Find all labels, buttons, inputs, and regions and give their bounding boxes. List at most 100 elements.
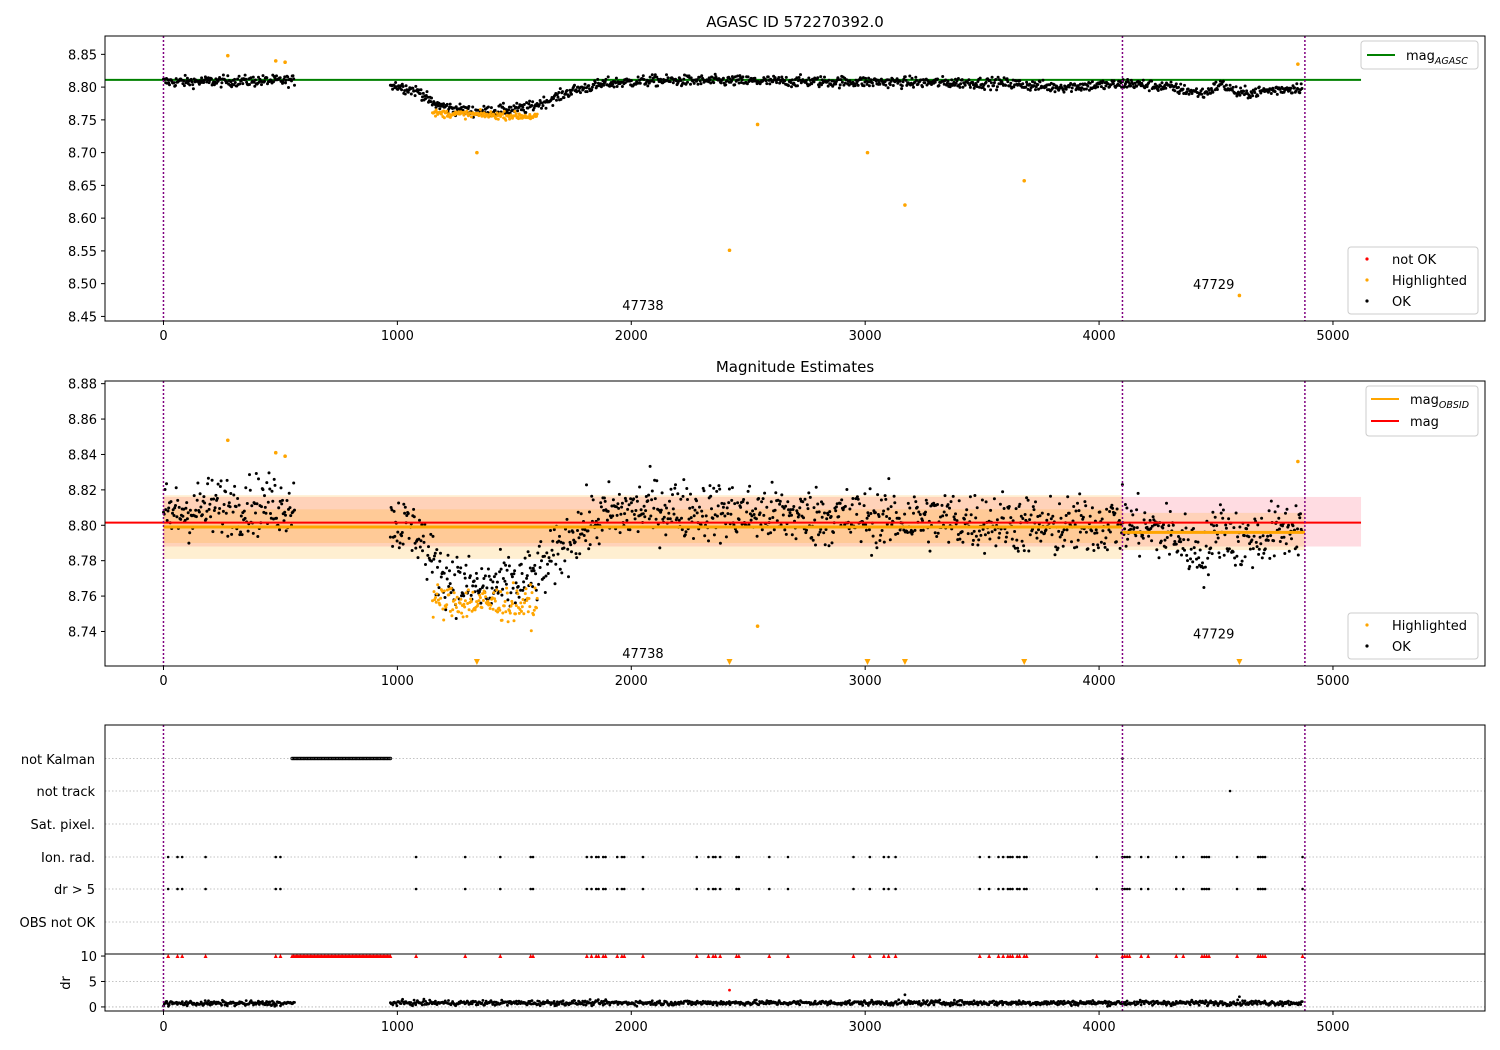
ok-point — [489, 106, 493, 110]
dr-point — [257, 1003, 261, 1006]
ok-point — [792, 505, 796, 508]
ok-point — [906, 531, 910, 534]
ok-point — [233, 484, 237, 488]
y-tick-label: 8.80 — [68, 519, 97, 534]
ok-point — [534, 588, 538, 592]
dr-capped-marker — [1263, 954, 1268, 959]
ok-point — [202, 80, 206, 84]
ok-point — [249, 76, 253, 80]
y-tick-label: 8.85 — [68, 48, 97, 63]
dr-capped-marker — [584, 954, 589, 959]
ok-point — [741, 75, 745, 79]
ok-point — [958, 85, 962, 89]
ok-point — [745, 510, 749, 514]
ok-point — [487, 574, 491, 578]
flag-point — [1018, 887, 1021, 891]
flag-point — [620, 855, 624, 859]
ok-point — [1247, 535, 1251, 539]
ok-point — [1188, 565, 1192, 568]
ok-point — [233, 81, 237, 84]
ok-point — [526, 550, 530, 554]
ok-point — [1215, 524, 1219, 527]
ok-point — [388, 535, 392, 539]
ok-point — [1222, 85, 1226, 89]
ok-point — [211, 530, 215, 534]
dr-point — [561, 999, 565, 1003]
ok-point — [906, 501, 910, 505]
highlighted-point — [445, 588, 449, 592]
ok-point — [242, 509, 246, 513]
ok-point — [1163, 538, 1167, 542]
ok-point — [1033, 81, 1037, 85]
ok-point — [393, 534, 397, 538]
highlighted-point — [491, 607, 495, 611]
ok-point — [1053, 553, 1057, 557]
panel1-legend-upper: magAGASC — [1360, 40, 1479, 70]
ok-point — [549, 559, 553, 563]
ok-point — [425, 90, 429, 94]
dr-point — [1205, 1000, 1208, 1004]
dr-capped-marker — [1001, 954, 1006, 959]
dr-capped-marker — [531, 954, 536, 959]
ok-point — [765, 505, 769, 509]
flag-point — [1263, 887, 1267, 891]
highlighted-point — [528, 113, 532, 116]
ok-point — [293, 508, 296, 512]
ok-point — [702, 489, 706, 493]
ok-point — [222, 503, 226, 506]
ok-point — [221, 509, 225, 513]
ok-point — [823, 511, 826, 515]
ok-point — [1065, 528, 1069, 532]
dr-point — [1197, 1003, 1201, 1007]
ok-point — [168, 83, 171, 87]
ok-point — [417, 88, 421, 92]
flag-point — [176, 855, 179, 859]
dr-point — [1232, 1000, 1235, 1004]
ok-point — [649, 514, 653, 518]
ok-point — [1245, 527, 1249, 531]
dr-capped-marker — [596, 954, 601, 959]
ok-point — [769, 531, 773, 535]
ok-point — [695, 78, 699, 82]
ok-point — [290, 79, 293, 83]
x-tick-label: 1000 — [381, 329, 414, 344]
agasc-magnitude-panel: AGASC ID 572270392.0 47738 47729 0 1000 20… — [68, 13, 1486, 344]
ok-point — [1282, 535, 1286, 539]
ok-point — [730, 79, 734, 83]
flag-point — [852, 887, 855, 891]
ok-point — [1150, 539, 1154, 543]
ok-point — [1078, 86, 1082, 90]
ok-point — [546, 562, 549, 566]
ok-point — [582, 86, 586, 90]
ok-point — [414, 84, 418, 88]
dr-point — [185, 1004, 189, 1008]
ok-point — [174, 77, 178, 81]
ok-point — [208, 502, 212, 506]
dr-capped-marker — [996, 954, 1001, 959]
ok-point — [1044, 528, 1048, 532]
ok-point — [196, 481, 200, 485]
ok-point — [164, 508, 168, 512]
ok-point — [949, 500, 953, 504]
ok-point — [979, 533, 983, 537]
highlighted-point — [465, 109, 469, 113]
ok-point — [851, 497, 855, 500]
ok-point — [1239, 86, 1243, 90]
ok-point — [391, 544, 395, 548]
flag-point — [978, 855, 982, 859]
flag-point — [601, 887, 605, 891]
highlighted-point — [463, 117, 467, 121]
ok-point — [1259, 542, 1263, 546]
ok-point — [789, 81, 793, 84]
ok-point — [567, 530, 571, 534]
ok-point — [583, 82, 587, 86]
ok-point — [983, 88, 987, 91]
ok-point — [566, 547, 570, 551]
ok-point — [772, 528, 776, 532]
ok-point — [489, 578, 493, 582]
ok-point — [688, 506, 692, 510]
ok-point — [1262, 551, 1266, 555]
highlighted-point — [457, 610, 461, 614]
ok-point — [1070, 540, 1073, 544]
ok-point — [947, 540, 951, 544]
